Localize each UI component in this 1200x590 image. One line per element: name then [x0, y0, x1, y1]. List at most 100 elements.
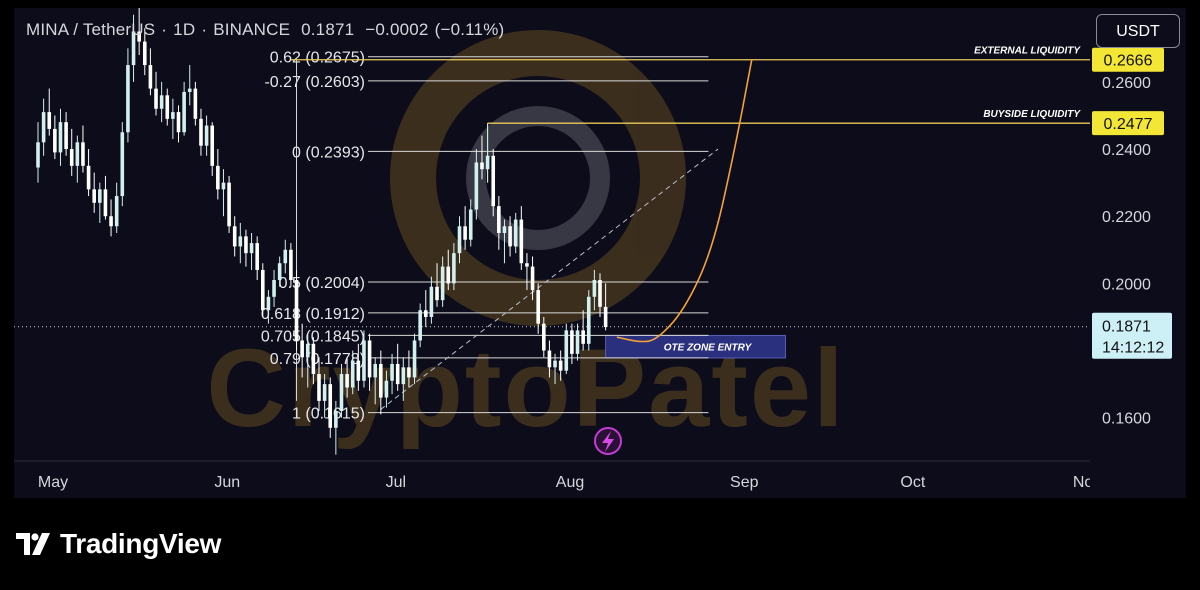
candle-body[interactable]	[244, 236, 248, 254]
candle-body[interactable]	[176, 112, 181, 133]
candle-body[interactable]	[463, 226, 467, 240]
candle-body[interactable]	[468, 209, 473, 240]
candle-body[interactable]	[474, 162, 479, 210]
candle-body[interactable]	[182, 91, 186, 133]
candle-body[interactable]	[401, 367, 406, 385]
candle-body[interactable]	[525, 263, 529, 267]
candle-body[interactable]	[171, 112, 175, 119]
candle-body[interactable]	[553, 360, 557, 368]
candle-body[interactable]	[356, 360, 361, 381]
candle-body[interactable]	[311, 343, 316, 375]
candle-body[interactable]	[109, 216, 113, 227]
lightning-icon[interactable]	[594, 427, 622, 455]
candle-body[interactable]	[98, 189, 102, 203]
current-price-tag[interactable]	[1092, 312, 1172, 359]
candle-body[interactable]	[232, 226, 237, 247]
candle-body[interactable]	[249, 243, 254, 254]
candle-body[interactable]	[407, 367, 411, 378]
candle-body[interactable]	[64, 122, 68, 150]
candle-body[interactable]	[300, 340, 304, 358]
candle-body[interactable]	[418, 310, 422, 341]
candle-body[interactable]	[114, 196, 119, 227]
candle-body[interactable]	[86, 165, 91, 190]
candle-body[interactable]	[452, 253, 456, 284]
candle-body[interactable]	[81, 142, 85, 166]
candle-body[interactable]	[266, 296, 271, 311]
interval-label[interactable]: 1D	[173, 20, 196, 39]
candle-body[interactable]	[148, 65, 153, 89]
candle-body[interactable]	[373, 363, 377, 378]
candle-body[interactable]	[502, 226, 507, 233]
candle-body[interactable]	[289, 249, 293, 281]
candle-body[interactable]	[480, 162, 484, 170]
candle-body[interactable]	[58, 122, 63, 153]
candle-body[interactable]	[519, 219, 524, 264]
candle-body[interactable]	[199, 118, 203, 146]
candle-body[interactable]	[586, 296, 591, 344]
candle-body[interactable]	[165, 95, 170, 119]
candle-body[interactable]	[36, 142, 40, 168]
candle-body[interactable]	[429, 286, 434, 317]
candle-body[interactable]	[350, 360, 355, 388]
candle-body[interactable]	[547, 350, 552, 368]
candle-body[interactable]	[41, 112, 46, 143]
candle-body[interactable]	[446, 266, 451, 284]
liquidity-price-tag[interactable]	[1092, 111, 1164, 136]
candle-body[interactable]	[328, 384, 333, 428]
candle-body[interactable]	[261, 269, 265, 311]
candle-body[interactable]	[75, 142, 80, 166]
candle-body[interactable]	[131, 31, 136, 66]
chart-panel[interactable]: CryptoPatel May Jun Jul Aug Sep Oct Nov OTE ZONE…	[14, 8, 1090, 498]
candle-body[interactable]	[513, 219, 518, 247]
candle-body[interactable]	[69, 149, 74, 166]
candle-body[interactable]	[47, 112, 52, 129]
candle-body[interactable]	[570, 330, 574, 354]
candle-body[interactable]	[592, 280, 597, 297]
candle-body[interactable]	[103, 189, 108, 217]
candle-body[interactable]	[581, 330, 585, 344]
candle-body[interactable]	[53, 128, 57, 153]
candle-body[interactable]	[412, 340, 417, 378]
candle-body[interactable]	[530, 266, 535, 291]
candle-body[interactable]	[283, 249, 288, 264]
candle-body[interactable]	[277, 263, 282, 281]
candle-body[interactable]	[485, 155, 490, 170]
candle-body[interactable]	[227, 182, 231, 227]
candle-body[interactable]	[334, 410, 338, 428]
price-axis[interactable]: 0.2600 0.2400 0.2200 0.2000 0.1600 0.2666 0.24…	[1090, 8, 1186, 498]
candle-body[interactable]	[564, 330, 569, 371]
candle-body[interactable]	[435, 286, 439, 301]
projection-curve[interactable]	[616, 59, 753, 343]
candle-body[interactable]	[379, 363, 383, 398]
candle-body[interactable]	[204, 125, 209, 146]
candle-body[interactable]	[120, 132, 125, 197]
candle-body[interactable]	[272, 280, 276, 297]
candle-body[interactable]	[497, 206, 501, 233]
candle-body[interactable]	[92, 189, 96, 203]
candle-body[interactable]	[558, 360, 563, 371]
liquidity-price-tag[interactable]	[1092, 47, 1164, 72]
candle-body[interactable]	[491, 155, 496, 207]
candle-body[interactable]	[142, 41, 147, 66]
candle-body[interactable]	[221, 182, 226, 190]
candle-body[interactable]	[193, 88, 198, 119]
candle-body[interactable]	[598, 280, 602, 307]
candle-body[interactable]	[345, 374, 349, 388]
candle-body[interactable]	[542, 323, 546, 351]
candle-body[interactable]	[294, 280, 299, 341]
candle-body[interactable]	[508, 226, 512, 247]
candle-body[interactable]	[575, 330, 580, 354]
candle-body[interactable]	[238, 236, 243, 247]
candle-body[interactable]	[255, 243, 259, 270]
candle-body[interactable]	[384, 380, 389, 398]
candle-body[interactable]	[457, 226, 462, 254]
candle-body[interactable]	[216, 165, 220, 190]
candle-body[interactable]	[126, 65, 130, 133]
candle-body[interactable]	[423, 310, 428, 317]
chart-canvas[interactable]: CryptoPatel May Jun Jul Aug Sep Oct Nov OTE ZONE…	[14, 8, 1090, 498]
candle-body[interactable]	[159, 95, 164, 109]
candle-body[interactable]	[390, 363, 394, 381]
candle-body[interactable]	[362, 340, 366, 381]
candle-body[interactable]	[440, 266, 445, 301]
candle-body[interactable]	[395, 363, 400, 385]
